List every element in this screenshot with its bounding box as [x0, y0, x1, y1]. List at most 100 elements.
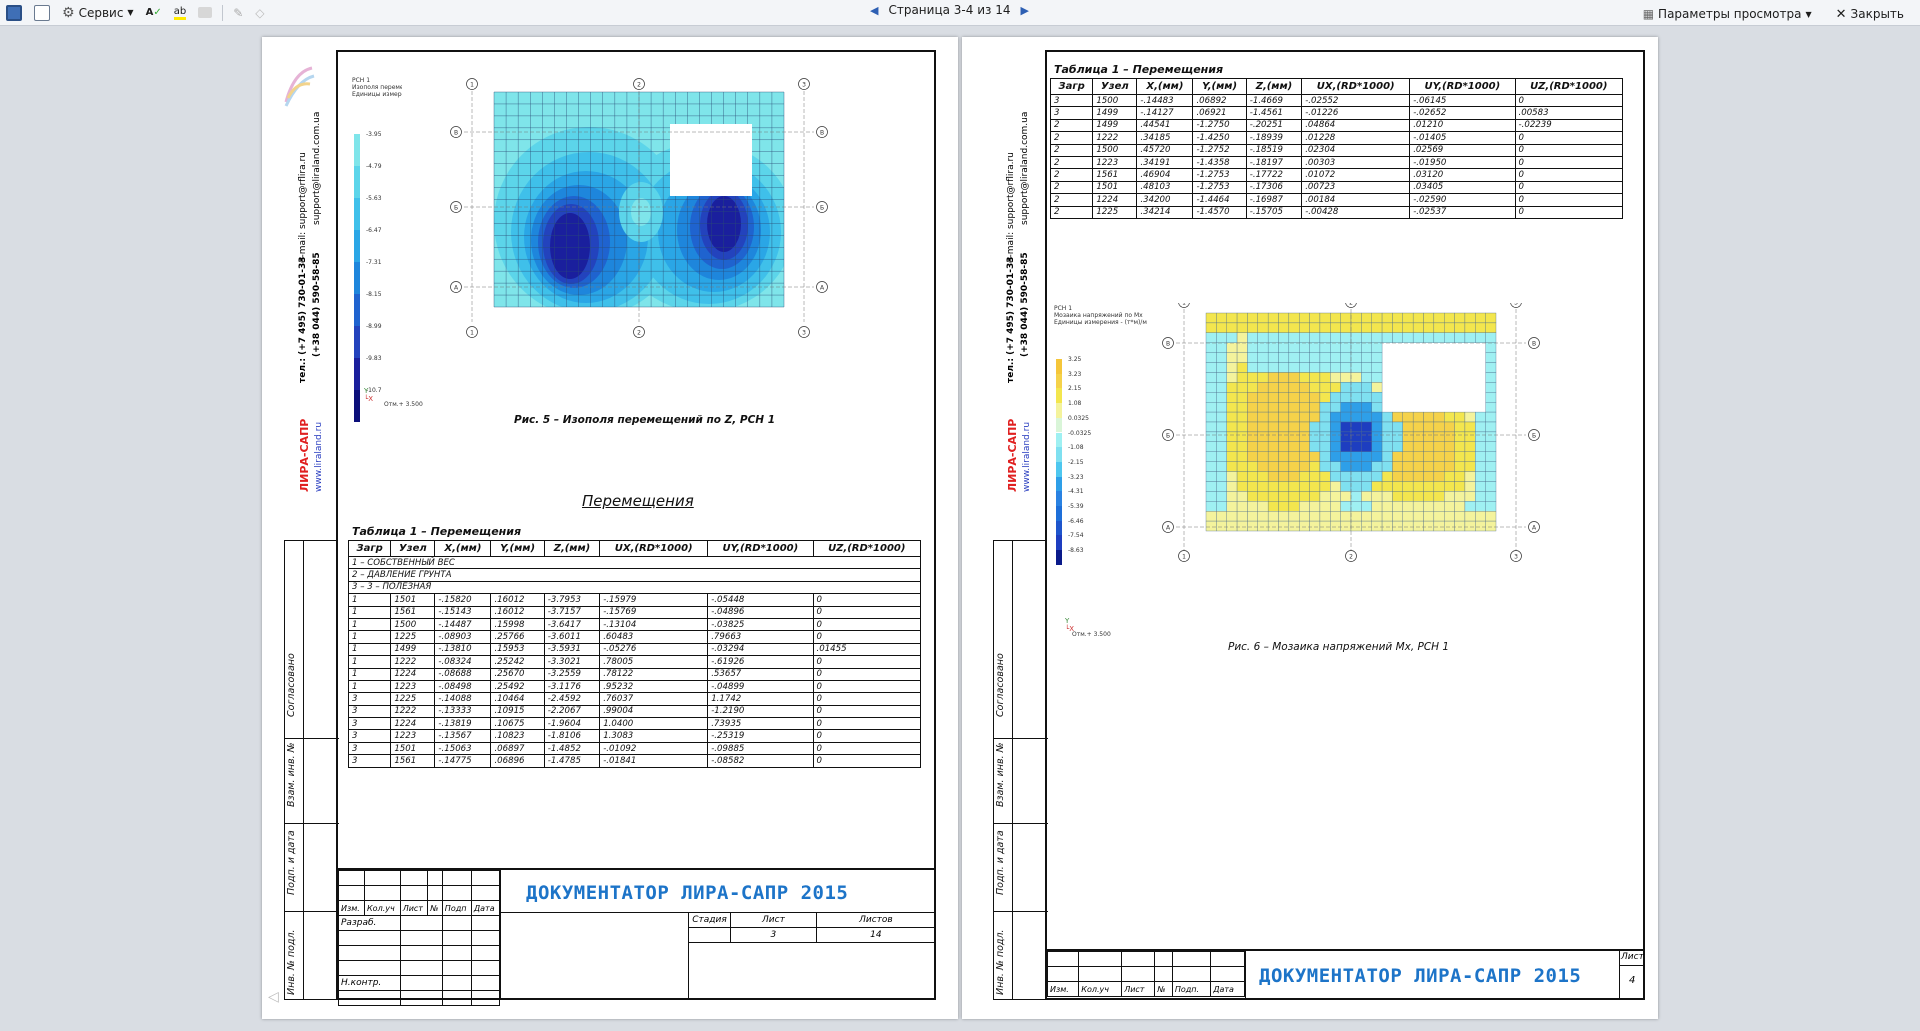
mosaic-cell	[1309, 431, 1321, 442]
spelling-button[interactable]: A✓	[140, 2, 168, 24]
company-site[interactable]: www.liraland.ru	[314, 421, 324, 492]
table-cell: -.08324	[434, 655, 492, 669]
mosaic-cell	[1226, 332, 1238, 343]
scroll-left-icon[interactable]: ◁	[268, 989, 279, 1005]
table-cell: 0	[812, 692, 922, 706]
legend-label: -10.7	[366, 387, 382, 394]
mosaic-cell	[1412, 451, 1424, 462]
highlight-button[interactable]: ab	[168, 2, 192, 24]
edit-button[interactable]: ✎	[227, 2, 249, 24]
mosaic-cell	[1267, 520, 1279, 532]
mosaic-cell	[1330, 461, 1341, 472]
mosaic-cell	[1412, 431, 1424, 442]
mosaic-cell	[1309, 501, 1321, 512]
table-cell: 1561	[1092, 168, 1138, 182]
mosaic-cell	[1371, 511, 1383, 522]
table-cell: -.13567	[434, 729, 492, 743]
axis-label: 2	[1349, 303, 1353, 307]
mosaic-cell	[1257, 471, 1269, 482]
mosaic-cell	[1205, 342, 1217, 353]
mosaic-cell	[1309, 372, 1321, 383]
view-params-menu[interactable]: ▦ Параметры просмотра ▼	[1637, 3, 1818, 25]
column-header: UZ,(RD*1000)	[1514, 78, 1624, 95]
mosaic-cell	[1226, 342, 1238, 353]
mosaic-cell	[1350, 501, 1362, 512]
stamp-column-label: Кол.уч	[1078, 981, 1123, 997]
print-preview-button[interactable]	[28, 2, 56, 24]
mosaic-cell	[1433, 411, 1445, 423]
mosaic-cell	[1392, 461, 1403, 472]
mosaic-cell	[1288, 421, 1300, 433]
table-cell: -.02590	[1409, 193, 1516, 207]
table-cell: -1.4464	[1192, 193, 1247, 207]
mosaic-cell	[1340, 362, 1352, 373]
mosaic-cell	[1216, 461, 1227, 472]
table-cell: .99004	[599, 704, 709, 719]
axis-marker	[466, 326, 478, 338]
mosaic-cell	[1485, 411, 1497, 423]
mosaic-cell	[1402, 471, 1414, 482]
mosaic-cell	[1423, 322, 1435, 333]
mosaic-cell	[1350, 481, 1362, 492]
mosaic-cell	[1361, 520, 1372, 532]
next-page-icon[interactable]: ▶	[1020, 3, 1029, 17]
mosaic-cell	[1412, 322, 1424, 333]
save-button[interactable]	[0, 2, 28, 24]
table-cell: .45720	[1136, 143, 1194, 157]
eraser-button[interactable]: ◇	[249, 2, 270, 24]
folder-button[interactable]	[192, 2, 218, 24]
mosaic-cell	[1340, 402, 1352, 413]
mosaic-cell	[1433, 471, 1445, 482]
mosaic-cell	[1299, 511, 1310, 522]
mosaic-cell	[1236, 372, 1248, 383]
mosaic-cell	[1319, 431, 1331, 442]
legend-label: -4.31	[1068, 488, 1084, 496]
table-cell: 0	[1514, 205, 1624, 219]
mosaic-cell	[1381, 511, 1393, 522]
mosaic-cell	[1485, 372, 1497, 383]
mosaic-cell	[1288, 451, 1300, 462]
mosaic-cell	[1216, 481, 1227, 492]
prev-page-icon[interactable]: ◀	[870, 3, 879, 17]
mosaic-cell	[1278, 352, 1290, 363]
table-cell: -.04899	[707, 679, 814, 694]
table-cell: -.01950	[1409, 155, 1516, 170]
mosaic-cell	[1433, 461, 1445, 472]
mosaic-cell	[1475, 461, 1486, 472]
legend-swatch	[1056, 417, 1062, 433]
table-cell: .04864	[1301, 118, 1411, 133]
axis-label: А	[1532, 525, 1537, 532]
mosaic-cell	[1371, 322, 1383, 333]
table-cell: -1.8106	[543, 729, 601, 743]
mosaic-cell	[1205, 461, 1217, 472]
stamp-column-label: №	[427, 900, 443, 916]
table-cell: -3.6417	[543, 617, 601, 632]
close-button[interactable]: ✕ Закрыть	[1830, 3, 1910, 25]
mosaic-cell	[1278, 451, 1290, 462]
table-cell: -3.1176	[543, 679, 601, 694]
mosaic-cell	[1392, 511, 1403, 522]
mosaic-cell	[1226, 312, 1238, 324]
mosaic-cell	[1412, 520, 1424, 532]
mosaic-cell	[1423, 511, 1435, 522]
axis-marker	[1162, 521, 1174, 533]
company-site[interactable]: www.liraland.ru	[1022, 421, 1032, 492]
legend-swatch	[354, 230, 360, 262]
mosaic-cell	[1216, 322, 1227, 333]
mosaic-cell	[1464, 421, 1476, 433]
mosaic-cell	[1402, 520, 1414, 532]
mosaic-cell	[1371, 501, 1383, 512]
mosaic-cell	[1412, 471, 1424, 482]
mosaic-cell	[1247, 441, 1258, 452]
mosaic-cell	[1402, 451, 1414, 462]
mosaic-cell	[1236, 451, 1248, 462]
legend-label: -6.47	[366, 227, 382, 234]
mosaic-cell	[1412, 332, 1424, 343]
axis-label: 1	[1182, 554, 1186, 561]
company-column-line	[336, 50, 338, 540]
mosaic-cell	[1247, 402, 1258, 413]
axis-marker	[816, 281, 828, 293]
mosaic-cell	[1371, 520, 1383, 532]
service-menu[interactable]: ⚙ Сервис ▼	[56, 2, 140, 24]
mosaic-cell	[1340, 491, 1352, 502]
